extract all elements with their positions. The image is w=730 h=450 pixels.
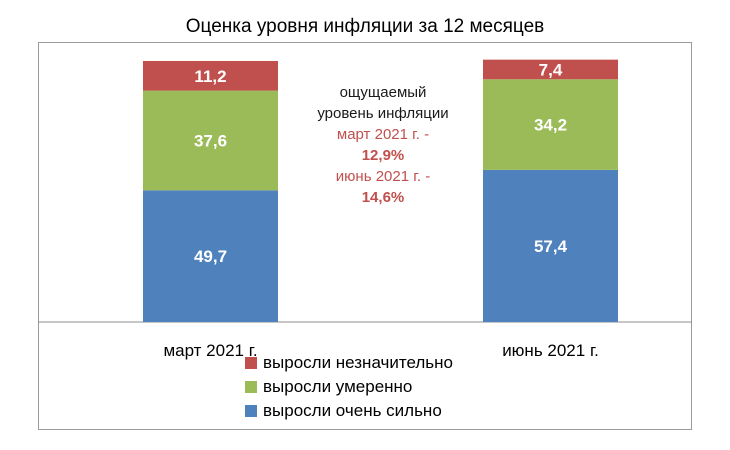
legend-label: выросли незначительно <box>263 353 453 372</box>
annotation-line-6: 14,6% <box>361 189 405 206</box>
legend-label: выросли очень сильно <box>263 401 442 420</box>
chart-frame <box>38 42 692 430</box>
data-label-1-1: 34,2 <box>534 116 567 135</box>
chart-legend: выросли незначительно выросли умеренно выр… <box>245 351 453 423</box>
data-label-0-2: 11,2 <box>194 67 226 86</box>
bar-segment-0-1 <box>143 90 278 191</box>
annotation-line-5: июнь 2021 г. - <box>335 168 431 185</box>
legend-item-0: выросли незначительно <box>245 351 453 375</box>
annotation-line-1: ощущаемый <box>339 84 427 101</box>
legend-swatch <box>245 405 257 417</box>
bar-segment-0-2 <box>143 60 278 91</box>
data-label-1-2: 7,4 <box>539 60 563 79</box>
chart-title: Оценка уровня инфляции за 12 месяцев <box>185 16 545 37</box>
legend-item-2: выросли очень сильно <box>245 399 453 423</box>
annotation-line-3: март 2021 г. - <box>336 126 430 143</box>
data-label-0-0: 49,7 <box>194 247 227 266</box>
bar-segment-1-1 <box>483 79 618 170</box>
data-label-1-0: 57,4 <box>534 237 568 256</box>
inflation-annotation: ощущаемый уровень инфляции март 2021 г. … <box>298 82 468 208</box>
bar-segment-0-0 <box>143 190 278 322</box>
legend-swatch <box>245 381 257 393</box>
legend-label: выросли умеренно <box>263 377 413 396</box>
bar-segment-1-2 <box>483 59 618 80</box>
category-label-0: март 2021 г. <box>163 341 257 360</box>
legend-swatch <box>245 357 257 369</box>
legend-item-1: выросли умеренно <box>245 375 453 399</box>
annotation-line-4: 12,9% <box>361 147 405 164</box>
annotation-line-2: уровень инфляции <box>317 105 449 122</box>
bar-segment-1-0 <box>483 169 618 322</box>
category-label-1: июнь 2021 г. <box>502 341 599 360</box>
data-label-0-1: 37,6 <box>194 131 227 150</box>
